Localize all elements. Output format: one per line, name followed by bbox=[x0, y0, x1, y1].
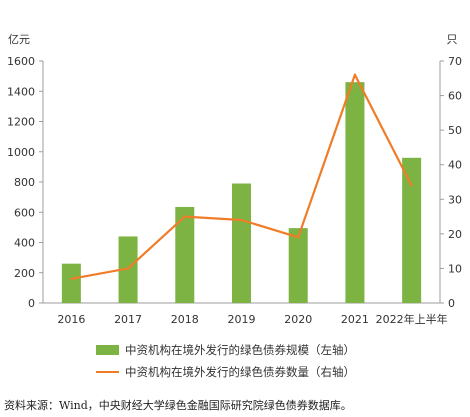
line-point bbox=[410, 184, 413, 187]
line-point bbox=[240, 218, 243, 222]
y-left-tick-label: 400 bbox=[14, 237, 35, 250]
y-left-tick-label: 600 bbox=[14, 206, 35, 219]
y-right-tick-label: 70 bbox=[448, 55, 462, 68]
chart-plot: 0 200 400 600 800 1000 1200 1400 1600 0 10 20 30 40 50… bbox=[7, 33, 462, 326]
legend-item-line: 中资机构在境外发行的绿色债券数量（右轴） bbox=[96, 364, 355, 380]
bar bbox=[61, 263, 81, 303]
x-tick-label: 2020 bbox=[284, 313, 312, 326]
y-right-tick-label: 10 bbox=[448, 262, 462, 275]
line-point bbox=[70, 277, 73, 280]
legend-label-line: 中资机构在境外发行的绿色债券数量（右轴） bbox=[125, 365, 355, 379]
y-left-tick-label: 800 bbox=[14, 176, 35, 189]
x-tick-label: 2017 bbox=[114, 313, 142, 326]
legend-swatch-bar bbox=[96, 345, 119, 355]
bar bbox=[402, 157, 422, 303]
x-tick-label: 2022年上半年 bbox=[376, 312, 448, 326]
line-point bbox=[126, 267, 130, 270]
y-right-tick-label: 50 bbox=[448, 124, 462, 137]
y-left-tick-label: 1000 bbox=[7, 146, 35, 159]
y-left-tick-label: 1400 bbox=[7, 85, 35, 98]
y-right-tick-label: 60 bbox=[448, 90, 462, 103]
x-tick-label: 2021 bbox=[341, 313, 369, 326]
bar bbox=[118, 236, 138, 303]
y-left-tick-label: 1600 bbox=[7, 55, 35, 68]
y-right-unit-label: 只 bbox=[447, 33, 458, 46]
line-point bbox=[183, 215, 186, 218]
y-left-tick-label: 1200 bbox=[7, 116, 35, 129]
x-tick-label: 2019 bbox=[228, 313, 256, 326]
bar bbox=[288, 228, 308, 303]
legend-label-bar: 中资机构在境外发行的绿色债券规模（左轴） bbox=[125, 343, 355, 357]
y-right-tick-label: 40 bbox=[448, 159, 462, 172]
y-right-tick-label: 20 bbox=[448, 228, 462, 241]
x-tick-label: 2016 bbox=[57, 313, 85, 326]
line-point bbox=[297, 236, 300, 239]
line-point bbox=[353, 73, 357, 77]
bar bbox=[345, 82, 365, 303]
y-left-unit-label: 亿元 bbox=[8, 33, 30, 46]
y-left-tick-label: 0 bbox=[28, 297, 35, 310]
y-right-tick-label: 30 bbox=[448, 193, 462, 206]
y-left-tick-label: 200 bbox=[14, 267, 35, 280]
bar bbox=[232, 183, 251, 303]
x-tick-label: 2018 bbox=[171, 313, 199, 326]
bar bbox=[175, 206, 195, 303]
legend-swatch-line bbox=[96, 371, 119, 373]
source-note: 资料来源：Wind，中央财经大学绿色金融国际研究院绿色债券数据库。 bbox=[4, 399, 352, 412]
y-right-tick-label: 0 bbox=[448, 297, 455, 310]
legend-item-bar: 中资机构在境外发行的绿色债券规模（左轴） bbox=[96, 342, 355, 358]
